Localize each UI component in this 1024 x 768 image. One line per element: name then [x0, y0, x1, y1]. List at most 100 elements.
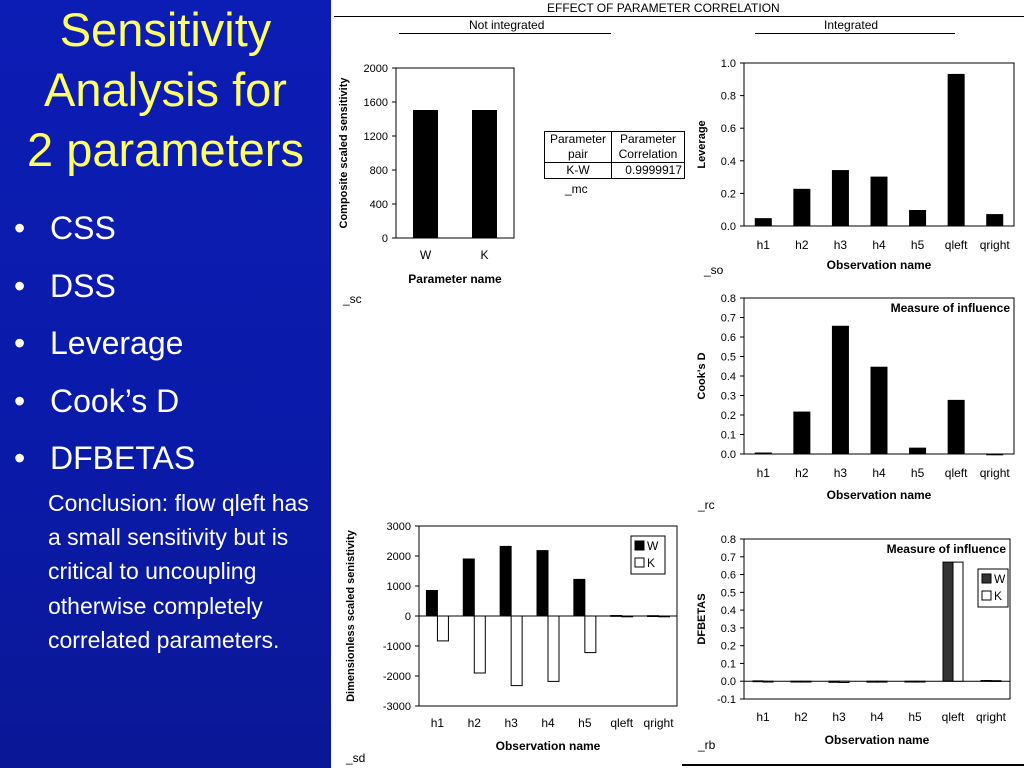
bar [866, 680, 878, 683]
x-tick-label: h3 [832, 710, 846, 724]
bullet-marker: • [14, 210, 26, 246]
cooks-d-chart: 0.0 0.1 0.2 0.3 0.4 0.5 0.6 0.7 0.8 h1 h2 h3 h4 h5 qle… [696, 293, 1015, 502]
sheet-main-title: EFFECT OF PARAMETER CORRELATION [547, 1, 780, 15]
bar [870, 176, 888, 227]
bar [547, 615, 560, 682]
y-tick-label: 2000 [387, 551, 411, 563]
bar [909, 210, 927, 227]
y-tick-label: 800 [370, 165, 388, 177]
y-axis-label: Cook's D [696, 352, 708, 399]
x-axis-label: Parameter name [408, 272, 502, 286]
y-tick-label: 0.0 [721, 221, 736, 233]
bar [584, 615, 597, 654]
table-cell: K-W [544, 162, 612, 179]
legend-swatch [981, 573, 992, 584]
bullet-marker: • [14, 440, 26, 476]
range-tag-mc: _mc [565, 182, 588, 196]
x-tick-label: h4 [870, 710, 884, 724]
bar [947, 73, 965, 227]
y-tick-label: 0 [382, 233, 388, 245]
x-tick-label: h1 [431, 716, 445, 730]
bar [828, 680, 840, 683]
y-tick-label: 0.8 [721, 293, 736, 305]
y-tick-label: 0.1 [721, 430, 736, 442]
css-chart: 0 400 800 1200 1600 2000 W K Parameter name Compo… [338, 63, 515, 286]
bar [499, 545, 512, 617]
bar [942, 561, 954, 682]
table-row: K-W 0.9999917 [544, 162, 685, 179]
y-tick-label: 400 [370, 199, 388, 211]
bar [610, 615, 623, 617]
title-line: 2 parameters [27, 123, 304, 176]
x-tick-label: h4 [872, 238, 886, 252]
y-tick-label: 0.2 [721, 410, 736, 422]
y-tick-label: 0.6 [721, 570, 736, 582]
x-tick-label: qright [976, 710, 1007, 724]
dss-chart: -3000 -2000 -1000 0 1000 2000 3000 h1 h2 h3 h4 h5 ql… [345, 521, 678, 753]
legend-label: W [994, 572, 1006, 586]
legend-box [630, 535, 666, 575]
y-tick-label: 0.7 [721, 552, 736, 564]
table-header-cell: Parameter Correlation [611, 131, 685, 163]
leverage-chart: 0.0 0.2 0.4 0.6 0.8 1.0 h1 h2 h3 h4 h5 qleft qright O… [696, 58, 1015, 272]
bar [790, 680, 802, 683]
bar [621, 615, 634, 618]
table-header-row: Parameter pair Parameter Correlation [544, 131, 685, 163]
title-line: Analysis for [44, 63, 287, 116]
bar [510, 615, 523, 687]
y-tick-label: 0.2 [721, 641, 736, 653]
y-tick-label: 3000 [387, 521, 411, 533]
bullet-text: Leverage [50, 325, 184, 361]
bar [473, 615, 486, 674]
bar [436, 615, 449, 642]
y-tick-label: 1200 [364, 131, 388, 143]
bar [573, 578, 586, 617]
range-tag-so: _so [704, 263, 724, 277]
x-tick-label: qleft [945, 238, 968, 252]
y-tick-label: -3000 [383, 701, 411, 713]
y-tick-label: 0.2 [721, 188, 736, 200]
y-tick-label: 0.4 [721, 605, 736, 617]
bullet-text: CSS [50, 210, 116, 246]
x-axis-label: Observation name [827, 488, 932, 502]
table-header-cell: Parameter pair [544, 131, 612, 163]
bar [472, 110, 497, 239]
x-tick-label: h5 [578, 716, 592, 730]
y-tick-label: 2000 [364, 63, 388, 75]
table-cell: 0.9999917 [611, 162, 685, 179]
bar [762, 680, 774, 683]
y-tick-label: 0.0 [721, 449, 736, 461]
y-tick-label: 0.6 [721, 123, 736, 135]
slide-panel: Sensitivity Analysis for 2 parameters • C… [0, 0, 331, 768]
bottom-rule [682, 764, 1024, 766]
x-tick-label: h3 [504, 716, 518, 730]
y-tick-label: 0 [405, 611, 411, 623]
bullet-list: • CSS • DSS • Leverage • Cook’s D • DFBETAS [14, 200, 195, 488]
x-tick-label: qleft [610, 716, 633, 730]
y-tick-label: 0.8 [721, 91, 736, 103]
integrated-header: Integrated [824, 18, 879, 32]
bullet-item: • Cook’s D [14, 373, 195, 431]
y-tick-label: -2000 [383, 671, 411, 683]
bar [647, 615, 660, 617]
y-axis-label: DFBETAS [696, 593, 708, 644]
x-tick-label: h2 [795, 238, 809, 252]
x-tick-label: qright [980, 238, 1011, 252]
y-tick-label: 0.7 [721, 313, 736, 325]
x-tick-label: h2 [468, 716, 482, 730]
bar [980, 680, 992, 682]
y-tick-label: 0.3 [721, 391, 736, 403]
x-tick-label: W [420, 248, 432, 262]
legend-swatch [634, 540, 645, 551]
bar [909, 447, 927, 455]
y-tick-label: -1000 [383, 641, 411, 653]
range-tag-rc: _rc [698, 498, 715, 512]
slide-title: Sensitivity Analysis for 2 parameters [0, 0, 331, 180]
integrated-rule [755, 33, 955, 34]
bar [947, 399, 965, 455]
x-tick-label: h1 [757, 466, 771, 480]
legend-swatch [634, 557, 645, 568]
y-axis-label: Dimensionless scaled senistivity [345, 529, 357, 702]
bar [876, 680, 888, 683]
not-integrated-rule [399, 33, 611, 34]
